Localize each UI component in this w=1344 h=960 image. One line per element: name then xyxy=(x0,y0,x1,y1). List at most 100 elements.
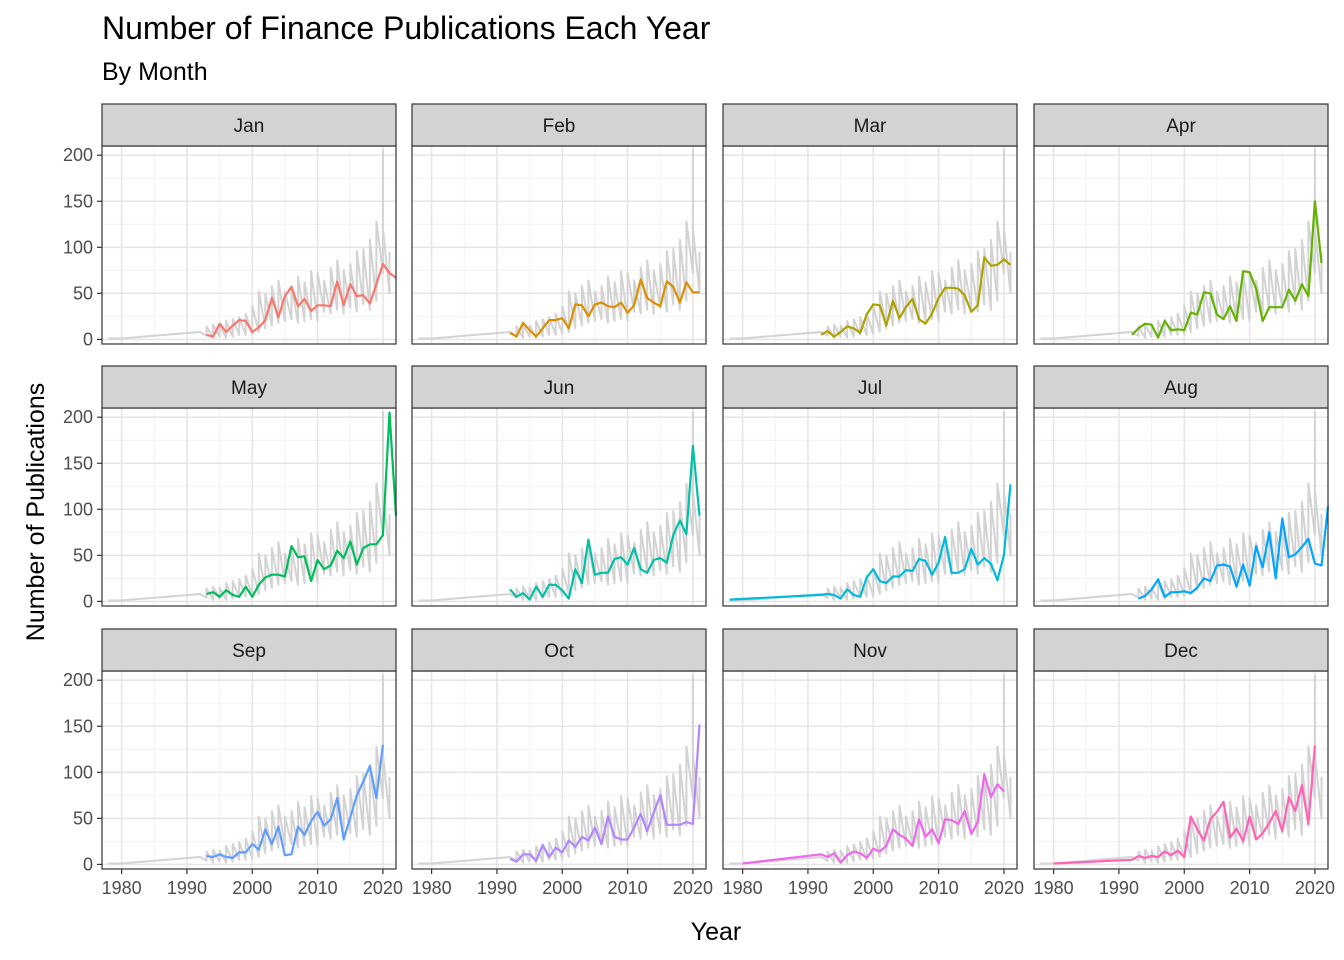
series-line-aug xyxy=(1138,506,1330,600)
x-tick-label: 1980 xyxy=(102,878,142,898)
facet-strip xyxy=(1033,365,1329,409)
x-tick-label: 2010 xyxy=(919,878,959,898)
facet-label: Dec xyxy=(1164,641,1198,662)
facet-label: Mar xyxy=(854,116,887,137)
facet-strip xyxy=(1033,103,1329,147)
facet-label: Nov xyxy=(853,641,887,662)
panel-oct: Oct 1980 1990 2000 2010 2020 xyxy=(411,628,713,898)
x-tick-label: 2020 xyxy=(1295,878,1335,898)
y-tick-label: 50 xyxy=(73,545,93,565)
panel-background xyxy=(723,671,1017,869)
x-tick-label: 2010 xyxy=(608,878,648,898)
facet-label: Oct xyxy=(544,641,574,662)
facet-label: May xyxy=(231,378,267,399)
y-tick-label: 150 xyxy=(63,453,93,473)
y-tick-label: 100 xyxy=(63,499,93,519)
y-tick-label: 150 xyxy=(63,716,93,736)
y-tick-label: 0 xyxy=(83,329,93,349)
x-tick-label: 1990 xyxy=(167,878,207,898)
chart-subtitle: By Month xyxy=(102,58,208,86)
panel-jan: Jan 0 50 100 150 200 xyxy=(63,103,397,349)
series-line-jul xyxy=(729,484,1012,601)
panel-background xyxy=(102,671,396,869)
x-tick-label: 2010 xyxy=(298,878,338,898)
facet-strip xyxy=(101,628,397,672)
background-series-line xyxy=(1040,149,1323,340)
x-axis-title: Year xyxy=(691,918,742,946)
series-line-dec xyxy=(1053,745,1316,865)
facet-strip xyxy=(101,365,397,409)
x-tick-label: 2020 xyxy=(673,878,713,898)
panel-feb: Feb xyxy=(411,103,707,345)
y-tick-label: 150 xyxy=(63,191,93,211)
panel-background xyxy=(412,146,706,344)
chart-title: Number of Finance Publications Each Year xyxy=(102,10,711,46)
panel-background xyxy=(1034,671,1328,869)
panel-background xyxy=(412,408,706,606)
series-line-oct xyxy=(509,724,701,863)
x-tick-label: 2000 xyxy=(853,878,893,898)
facet-strip xyxy=(411,365,707,409)
panel-background xyxy=(102,146,396,344)
x-tick-label: 2000 xyxy=(542,878,582,898)
panel-sep: Sep 0 50 100 150 200 1980 1990 2000 2010 2020 xyxy=(63,628,403,898)
panel-background xyxy=(1034,408,1328,606)
series-line-nov xyxy=(742,772,1005,865)
x-tick-label: 2000 xyxy=(1164,878,1204,898)
x-tick-label: 1980 xyxy=(1034,878,1074,898)
y-tick-label: 200 xyxy=(63,145,93,165)
panel-background xyxy=(412,671,706,869)
series-line-sep xyxy=(206,744,384,860)
facet-label: Jan xyxy=(234,116,265,137)
panel-jun: Jun xyxy=(411,365,707,607)
facet-label: Sep xyxy=(232,641,266,662)
facet-strip xyxy=(722,628,1018,672)
facet-label: Feb xyxy=(543,116,576,137)
facet-strip xyxy=(722,365,1018,409)
y-tick-label: 100 xyxy=(63,237,93,257)
panel-mar: Mar xyxy=(722,103,1018,345)
panel-apr: Apr xyxy=(1033,103,1329,345)
panel-jul: Jul xyxy=(722,365,1018,607)
x-tick-label: 1980 xyxy=(723,878,763,898)
facet-strip xyxy=(101,103,397,147)
panel-background xyxy=(1034,146,1328,344)
x-tick-label: 1980 xyxy=(412,878,452,898)
panel-dec: Dec 1980 1990 2000 2010 2020 xyxy=(1033,628,1335,898)
series-line-mar xyxy=(820,256,1012,338)
y-tick-label: 200 xyxy=(63,670,93,690)
facet-strip xyxy=(411,103,707,147)
y-tick-label: 100 xyxy=(63,762,93,782)
facet-strip xyxy=(722,103,1018,147)
series-line-may xyxy=(206,411,398,598)
facet-label: Jun xyxy=(544,378,575,399)
facet-strip xyxy=(1033,628,1329,672)
background-series-line xyxy=(108,674,391,865)
y-axis-title: Number of Publications xyxy=(22,383,50,641)
panel-aug: Aug xyxy=(1033,365,1330,607)
background-series-line xyxy=(1040,674,1323,865)
panel-nov: Nov 1980 1990 2000 2010 2020 xyxy=(722,628,1024,898)
x-tick-label: 2020 xyxy=(363,878,403,898)
x-tick-label: 2010 xyxy=(1230,878,1270,898)
panel-background xyxy=(102,408,396,606)
y-tick-label: 50 xyxy=(73,283,93,303)
x-tick-label: 2000 xyxy=(232,878,272,898)
y-tick-label: 50 xyxy=(73,808,93,828)
x-tick-label: 1990 xyxy=(788,878,828,898)
panel-may: May 0 50 100 150 200 xyxy=(63,365,398,611)
panel-background xyxy=(723,408,1017,606)
facet-label: Apr xyxy=(1166,116,1196,137)
y-tick-label: 0 xyxy=(83,591,93,611)
x-tick-label: 2020 xyxy=(984,878,1024,898)
background-series-line xyxy=(418,411,701,602)
series-line-apr xyxy=(1131,200,1323,339)
y-tick-label: 200 xyxy=(63,407,93,427)
series-line-jan xyxy=(206,262,397,338)
x-tick-label: 1990 xyxy=(477,878,517,898)
panel-background xyxy=(723,146,1017,344)
background-series-line xyxy=(729,149,1012,340)
background-series-line xyxy=(108,411,391,602)
